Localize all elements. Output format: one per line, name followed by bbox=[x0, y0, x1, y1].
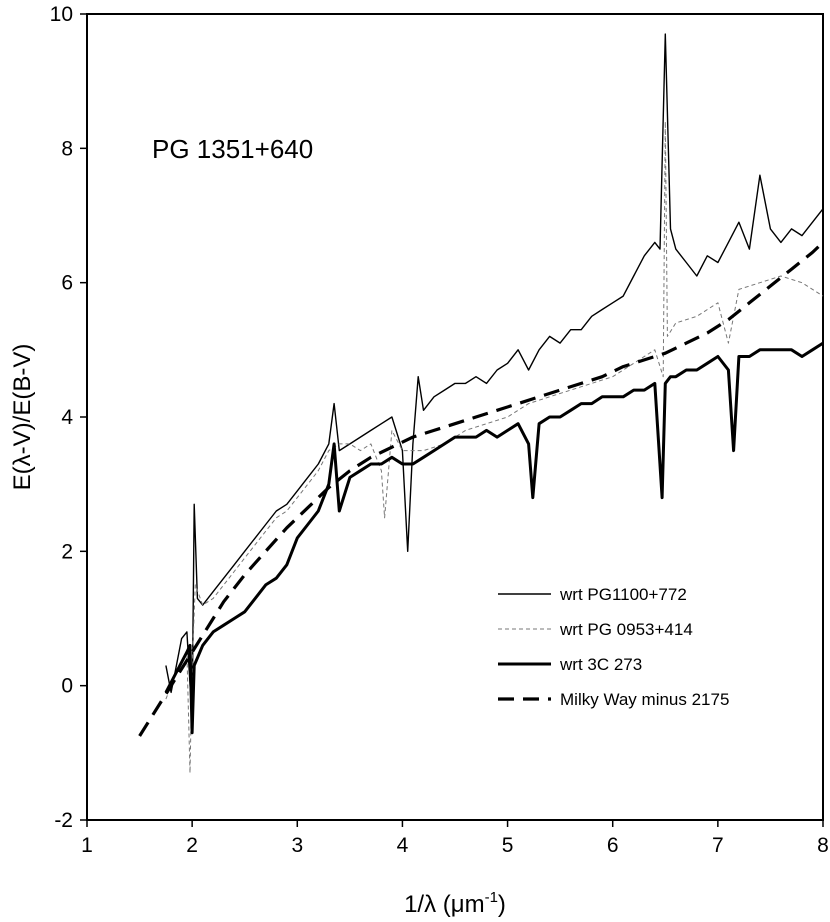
y-tick-label: -2 bbox=[54, 809, 73, 832]
series-line-3 bbox=[164, 341, 824, 735]
legend-label: wrt PG 0953+414 bbox=[559, 620, 693, 639]
x-tick-label: 4 bbox=[397, 834, 409, 857]
y-tick-label: 8 bbox=[61, 137, 73, 160]
y-tick-label: 0 bbox=[61, 675, 73, 698]
x-tick-label: 3 bbox=[291, 834, 303, 857]
x-axis-title-main: 1/λ (μm bbox=[404, 891, 485, 918]
y-axis-title: E(λ-V)/E(B-V) bbox=[9, 344, 36, 491]
series-line-2 bbox=[165, 121, 824, 774]
x-axis-title: 1/λ (μm-1) bbox=[404, 889, 506, 918]
series-group bbox=[138, 33, 825, 774]
y-tick-label: 4 bbox=[61, 406, 73, 429]
legend-label: wrt 3C 273 bbox=[559, 655, 642, 674]
y-tick-label: 10 bbox=[50, 3, 73, 26]
x-axis-title-sup: -1 bbox=[485, 889, 498, 906]
y-tick-label: 2 bbox=[61, 540, 73, 563]
series-line-4 bbox=[138, 241, 825, 737]
x-tick-label: 5 bbox=[502, 834, 514, 857]
legend-label: Milky Way minus 2175 bbox=[560, 690, 729, 709]
x-tick-label: 7 bbox=[712, 834, 724, 857]
legend: wrt PG1100+772 wrt PG 0953+414 wrt 3C 273 M… bbox=[498, 585, 729, 709]
legend-label: wrt PG1100+772 bbox=[559, 585, 687, 604]
annotation-label: PG 1351+640 bbox=[152, 134, 313, 164]
series-line-1 bbox=[165, 33, 824, 720]
x-tick-label: 2 bbox=[186, 834, 198, 857]
x-tick-label: 8 bbox=[817, 834, 829, 857]
y-tick-label: 6 bbox=[61, 272, 73, 295]
x-tick-label: 1 bbox=[81, 834, 93, 857]
tick-group: 1 2 3 4 5 6 7 8 -2 0 2 4 6 8 10 bbox=[50, 3, 829, 857]
x-tick-label: 6 bbox=[607, 834, 619, 857]
x-axis-title-close: ) bbox=[498, 891, 506, 918]
